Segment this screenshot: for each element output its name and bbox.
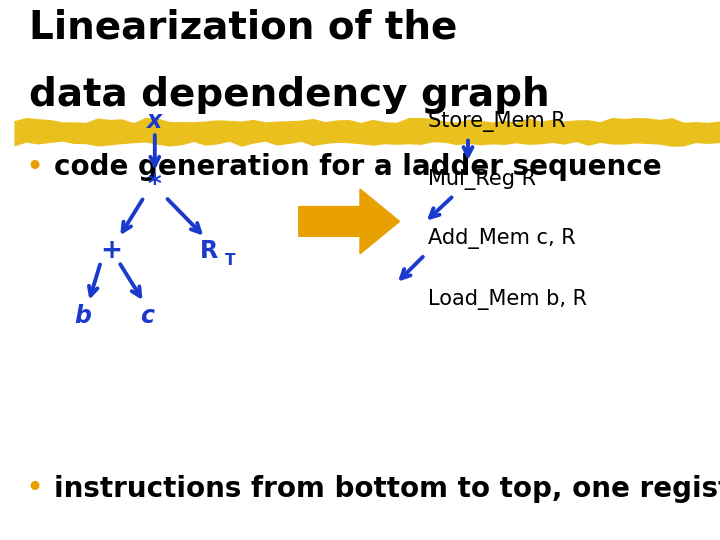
Text: +: + — [101, 238, 122, 264]
Text: Mul_Reg R: Mul_Reg R — [428, 169, 536, 190]
Text: Store_Mem R: Store_Mem R — [428, 111, 566, 132]
Polygon shape — [14, 118, 720, 147]
FancyArrow shape — [299, 189, 400, 254]
Text: code generation for a ladder sequence: code generation for a ladder sequence — [54, 153, 662, 181]
Text: •: • — [25, 153, 43, 182]
Text: •: • — [25, 474, 43, 503]
Text: Add_Mem c, R: Add_Mem c, R — [428, 228, 576, 249]
Text: Linearization of the: Linearization of the — [29, 8, 457, 46]
Text: *: * — [148, 173, 162, 199]
Text: b: b — [74, 304, 91, 328]
Text: T: T — [225, 253, 235, 268]
Text: c: c — [140, 304, 155, 328]
Text: instructions from bottom to top, one register: instructions from bottom to top, one reg… — [54, 475, 720, 503]
Text: R: R — [199, 239, 218, 263]
Text: data dependency graph: data dependency graph — [29, 76, 549, 113]
Text: Load_Mem b, R: Load_Mem b, R — [428, 289, 588, 310]
Text: x: x — [147, 110, 163, 133]
